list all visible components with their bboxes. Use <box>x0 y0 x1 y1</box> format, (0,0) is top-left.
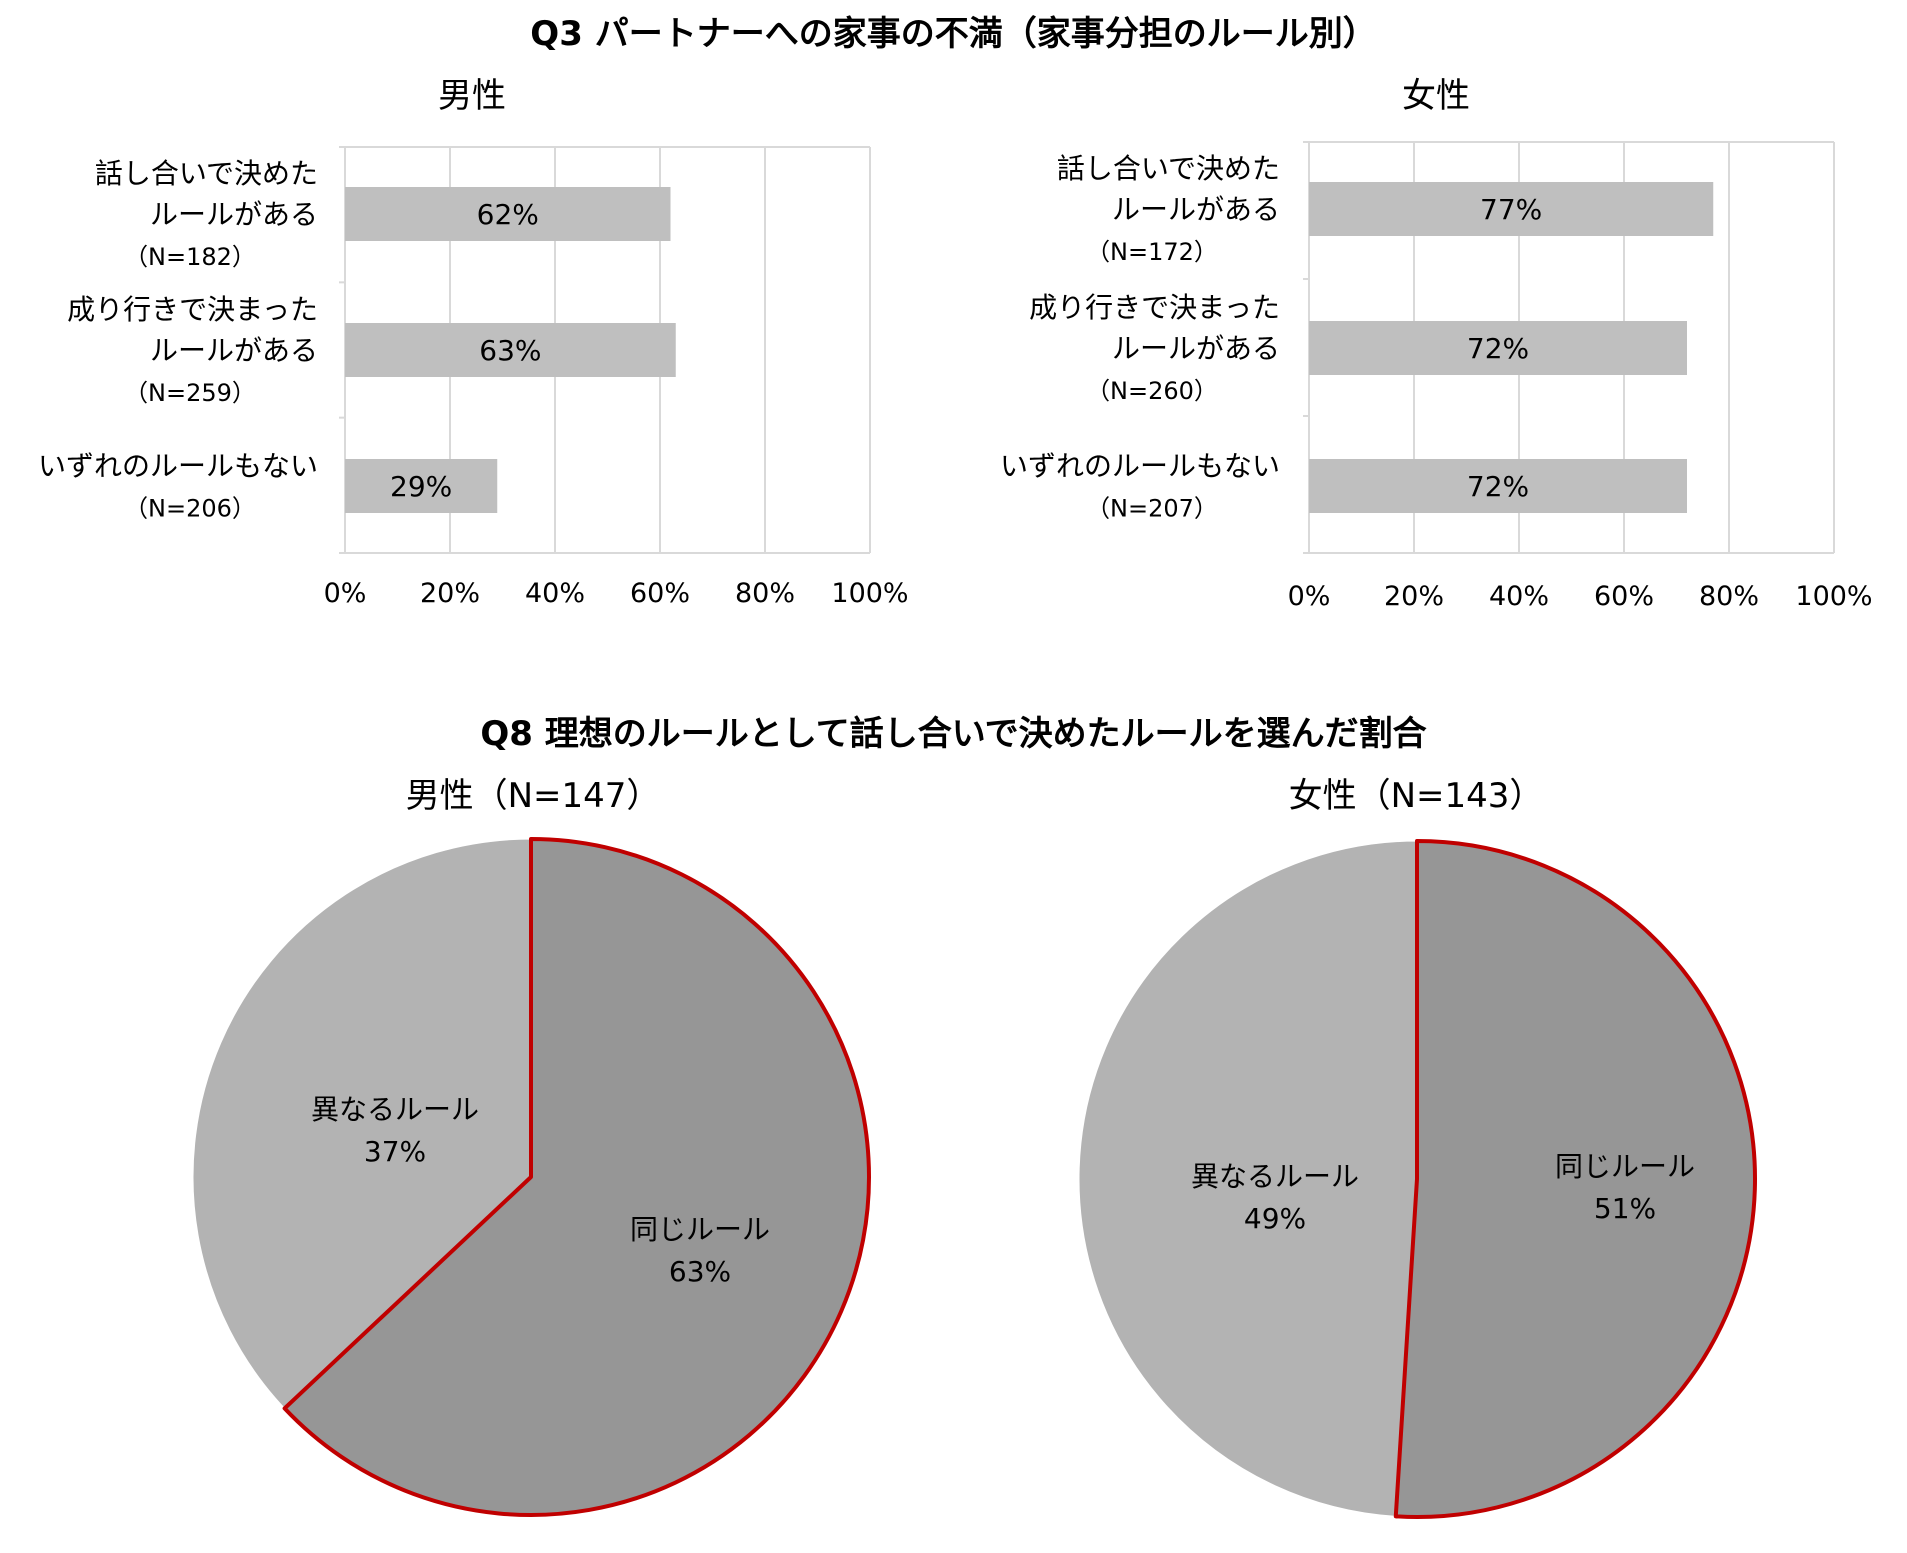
x-tick-label-female: 60% <box>1594 581 1654 612</box>
category-label-female: ルールがある <box>1112 332 1280 365</box>
category-label-female: （N=172） <box>1086 238 1218 266</box>
bar-female <box>1309 459 1687 513</box>
pie-slice-male <box>192 838 532 1410</box>
category-label-male: 話し合いで決めた <box>95 157 318 190</box>
pie-slice-value-female: 49% <box>1244 1202 1306 1235</box>
bar-chart-title-male: 男性 <box>438 76 506 116</box>
x-tick-label-male: 60% <box>630 578 690 609</box>
category-label-female: いずれのルールもない <box>1000 450 1280 483</box>
pie-slice-label-male: 異なるルール <box>311 1093 479 1126</box>
x-tick-label-male: 100% <box>831 578 908 609</box>
bar-value-label-male: 63% <box>479 334 541 367</box>
bar-value-label-female: 72% <box>1467 470 1529 503</box>
x-tick-label-female: 40% <box>1489 581 1549 612</box>
category-label-female: 成り行きで決まった <box>1029 291 1280 324</box>
category-label-male: （N=182） <box>124 243 256 271</box>
x-tick-label-male: 40% <box>525 578 585 609</box>
bar-chart-title-female: 女性 <box>1402 76 1470 116</box>
q8-section-title: Q8 理想のルールとして話し合いで決めたルールを選んだ割合 <box>480 714 1427 754</box>
category-label-male: 成り行きで決まった <box>67 293 318 326</box>
pie-slice-value-male: 37% <box>364 1135 426 1168</box>
x-tick-label-male: 80% <box>735 578 795 609</box>
category-label-male: （N=206） <box>124 495 256 523</box>
pie-slice-value-male: 63% <box>669 1255 731 1288</box>
pie-chart-title-male: 男性（N=147） <box>405 776 661 816</box>
bar-value-label-male: 62% <box>477 198 539 231</box>
x-tick-label-female: 0% <box>1288 581 1331 612</box>
x-tick-label-male: 0% <box>324 578 367 609</box>
x-tick-label-female: 20% <box>1384 581 1444 612</box>
pie-slice-highlight-female <box>1393 839 1758 1519</box>
pie-chart-title-female: 女性（N=143） <box>1288 776 1544 816</box>
category-label-female: 話し合いで決めた <box>1057 152 1280 185</box>
x-tick-label-female: 80% <box>1699 581 1759 612</box>
category-label-female: （N=207） <box>1086 495 1218 523</box>
category-label-male: ルールがある <box>150 198 318 231</box>
bar-value-label-female: 72% <box>1467 332 1529 365</box>
bar-female <box>1309 182 1714 236</box>
bar-male <box>345 323 676 377</box>
pie-slice-label-female: 異なるルール <box>1191 1160 1359 1193</box>
pie-slice-female <box>1078 840 1418 1517</box>
q3-section-title: Q3 パートナーへの家事の不満（家事分担のルール別） <box>530 14 1377 54</box>
bar-male <box>345 187 671 241</box>
bar-male <box>345 459 498 513</box>
bar-value-label-female: 77% <box>1480 193 1542 226</box>
pie-slice-label-male: 同じルール <box>630 1213 770 1246</box>
x-tick-label-female: 100% <box>1795 581 1872 612</box>
bar-female <box>1309 321 1687 375</box>
pie-slice-highlight-male <box>282 837 871 1517</box>
category-label-male: いずれのルールもない <box>38 450 318 483</box>
x-tick-label-male: 20% <box>420 578 480 609</box>
category-label-female: （N=260） <box>1086 377 1218 405</box>
pie-slice-label-female: 同じルール <box>1555 1150 1695 1183</box>
pie-slice-value-female: 51% <box>1594 1192 1656 1225</box>
bar-value-label-male: 29% <box>390 470 452 503</box>
category-label-female: ルールがある <box>1112 193 1280 226</box>
category-label-male: ルールがある <box>150 334 318 367</box>
category-label-male: （N=259） <box>124 379 256 407</box>
